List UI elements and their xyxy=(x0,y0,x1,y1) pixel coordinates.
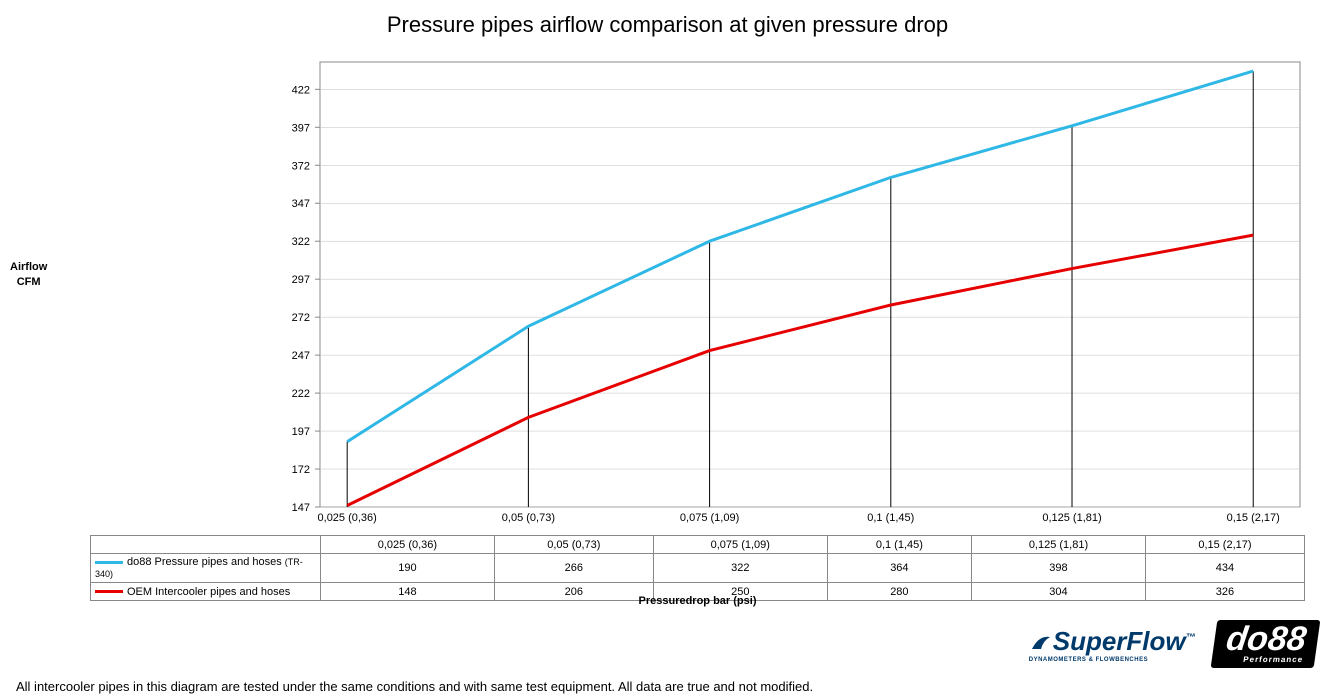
svg-text:0,075 (1,09): 0,075 (1,09) xyxy=(680,512,739,524)
svg-text:0,1 (1,45): 0,1 (1,45) xyxy=(867,512,914,524)
svg-text:322: 322 xyxy=(292,236,310,248)
svg-text:272: 272 xyxy=(292,312,310,324)
svg-text:372: 372 xyxy=(292,160,310,172)
svg-text:0,125 (1,81): 0,125 (1,81) xyxy=(1042,512,1101,524)
svg-text:147: 147 xyxy=(292,502,310,514)
do88-logo: do88Performance xyxy=(1210,620,1320,668)
chart-area: 147 172 197 222 247 272 297 322 347 372 397 422 0,02… xyxy=(90,52,1305,532)
svg-text:347: 347 xyxy=(292,198,310,210)
logo-area: SuperFlow™ DYNAMOMETERS & FLOWBENCHES do… xyxy=(1029,620,1317,668)
svg-text:0,15 (2,17): 0,15 (2,17) xyxy=(1227,512,1280,524)
footnote-text: All intercooler pipes in this diagram ar… xyxy=(16,679,813,694)
svg-text:0,025 (0,36): 0,025 (0,36) xyxy=(318,512,377,524)
line-chart-svg: 147 172 197 222 247 272 297 322 347 372 397 422 0,02… xyxy=(90,52,1305,532)
svg-text:197: 197 xyxy=(292,426,310,438)
svg-text:297: 297 xyxy=(292,274,310,286)
x-axis-label: Pressuredrop bar (psi) xyxy=(90,595,1305,607)
svg-text:0,05 (0,73): 0,05 (0,73) xyxy=(502,512,555,524)
svg-text:247: 247 xyxy=(292,350,310,362)
superflow-logo: SuperFlow™ DYNAMOMETERS & FLOWBENCHES xyxy=(1029,626,1196,663)
svg-text:172: 172 xyxy=(292,464,310,476)
svg-text:397: 397 xyxy=(292,122,310,134)
svg-text:422: 422 xyxy=(292,84,310,96)
svg-text:222: 222 xyxy=(292,388,310,400)
data-table: 0,025 (0,36)0,05 (0,73)0,075 (1,09)0,1 (… xyxy=(90,535,1305,601)
table-corner xyxy=(91,536,321,554)
legend-do88: do88 Pressure pipes and hoses (TR-340) xyxy=(91,554,321,583)
chart-title: Pressure pipes airflow comparison at giv… xyxy=(0,0,1335,46)
y-axis-label: AirflowCFM xyxy=(10,260,47,291)
